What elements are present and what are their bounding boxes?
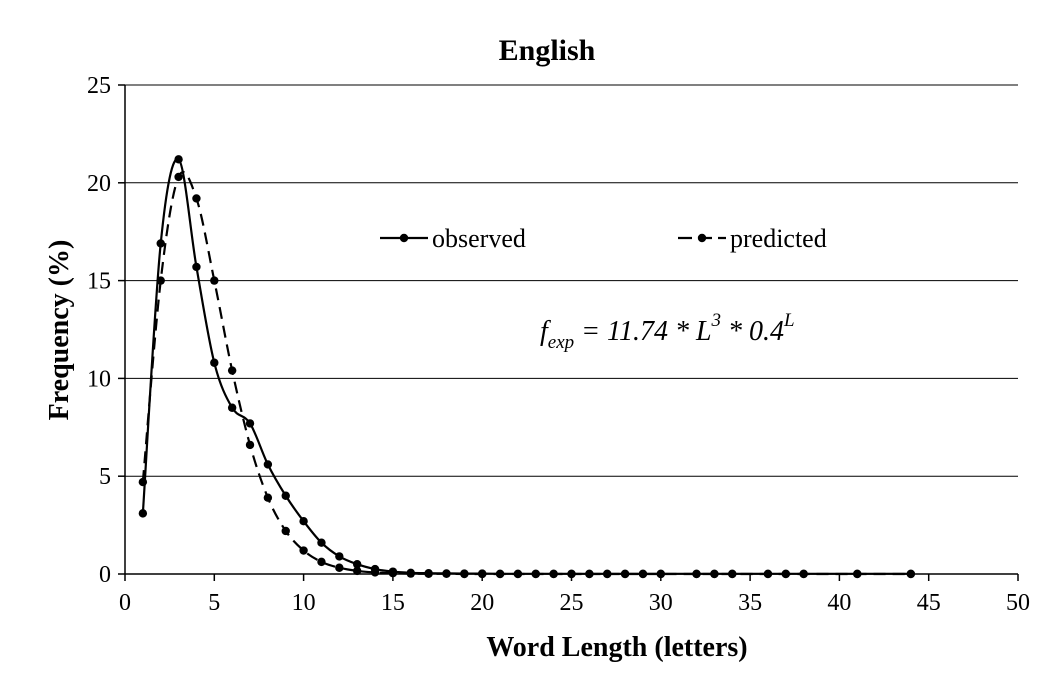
x-tick-label: 5	[208, 590, 220, 616]
data-point-predicted	[603, 569, 612, 579]
data-point-predicted	[245, 440, 255, 450]
x-tick-label: 40	[827, 590, 851, 616]
data-point-predicted	[370, 568, 380, 577]
data-point-predicted	[763, 569, 773, 579]
data-point-predicted	[192, 194, 201, 203]
data-point-predicted	[460, 569, 469, 579]
y-tick-label: 15	[87, 269, 111, 295]
legend-label: predicted	[730, 224, 827, 253]
data-point-observed	[174, 155, 183, 164]
x-tick-label: 45	[917, 590, 941, 616]
data-point-predicted	[442, 569, 451, 579]
x-tick-label: 20	[470, 590, 494, 616]
legend-marker	[697, 233, 707, 243]
data-point-observed	[263, 460, 273, 469]
x-tick-label: 50	[1006, 590, 1030, 616]
data-point-predicted	[210, 276, 219, 285]
formula-annotation: fexp = 11.74 * L3 * 0.4L	[540, 310, 795, 353]
data-point-observed	[210, 358, 219, 367]
data-point-predicted	[263, 493, 273, 502]
series-predicted	[138, 170, 916, 579]
x-axis-title: Word Length (letters)	[486, 632, 747, 663]
x-tick-label: 35	[738, 590, 762, 616]
formula-subscript: exp	[548, 332, 574, 353]
data-point-observed	[227, 403, 237, 412]
series-layer	[138, 155, 916, 579]
legend-item-observed: observed	[380, 224, 526, 253]
formula-middle: = 11.74 * L	[574, 316, 711, 347]
data-point-predicted	[495, 569, 505, 579]
formula-tail: * 0.4	[721, 316, 784, 347]
data-point-predicted	[728, 569, 737, 579]
gridlines	[125, 84, 1018, 477]
data-point-observed	[352, 560, 362, 569]
legend-label: observed	[432, 224, 526, 253]
y-tick-label: 10	[87, 366, 111, 392]
data-point-predicted	[156, 276, 165, 285]
data-point-predicted	[335, 563, 344, 572]
data-point-predicted	[424, 569, 433, 579]
data-point-predicted	[513, 569, 523, 579]
data-point-predicted	[906, 569, 916, 579]
data-point-predicted	[281, 526, 290, 536]
data-point-predicted	[138, 477, 148, 487]
data-point-predicted	[585, 569, 594, 579]
y-axis-title: Frequency (%)	[44, 240, 75, 421]
data-point-predicted	[853, 569, 862, 579]
x-tick-label: 10	[292, 590, 316, 616]
data-point-observed	[192, 262, 201, 272]
data-point-predicted	[620, 569, 630, 579]
legend-item-predicted: predicted	[678, 224, 827, 253]
data-point-observed	[335, 552, 344, 561]
x-tick-label: 30	[649, 590, 673, 616]
x-tick-label: 25	[560, 590, 584, 616]
data-point-observed	[245, 419, 255, 428]
x-tick-label: 0	[119, 590, 131, 616]
data-point-predicted	[406, 569, 415, 578]
data-point-predicted	[549, 569, 558, 579]
data-point-predicted	[388, 569, 398, 578]
data-point-observed	[156, 239, 165, 248]
data-point-predicted	[299, 546, 308, 555]
y-tick-label: 20	[87, 171, 111, 197]
formula-exponent-2: L	[783, 310, 795, 331]
data-point-predicted	[317, 557, 326, 567]
plot-frame	[124, 85, 1018, 575]
x-tick-label: 15	[381, 590, 405, 616]
data-point-predicted	[352, 566, 362, 576]
legend: observed predicted	[380, 224, 827, 253]
data-point-observed	[138, 509, 148, 518]
data-point-predicted	[638, 569, 648, 579]
series-line-observed	[141, 158, 911, 575]
data-point-predicted	[567, 569, 576, 579]
data-point-predicted	[799, 569, 808, 579]
y-tick-label: 25	[87, 73, 111, 99]
y-tick-label: 5	[99, 464, 111, 490]
data-point-predicted	[227, 366, 237, 375]
x-axis-ticks: 0 5 10 15 20 25 30 35 40 45 50	[119, 574, 1030, 616]
data-point-predicted	[531, 569, 540, 579]
formula-f: f	[540, 316, 551, 347]
data-point-observed	[299, 516, 308, 526]
data-point-observed	[317, 538, 326, 547]
series-observed	[138, 155, 916, 579]
data-point-predicted	[478, 569, 487, 579]
legend-marker	[399, 233, 409, 243]
data-point-observed	[281, 491, 290, 500]
chart-title: English	[499, 34, 596, 67]
data-point-predicted	[656, 569, 665, 579]
data-point-predicted	[692, 569, 701, 579]
y-tick-label: 0	[99, 562, 111, 588]
data-point-predicted	[710, 569, 719, 579]
formula-exponent-1: 3	[711, 310, 722, 331]
y-axis-ticks: 0 5 10 15 20 25	[87, 73, 125, 588]
data-point-predicted	[781, 569, 791, 579]
data-point-predicted	[174, 172, 183, 182]
